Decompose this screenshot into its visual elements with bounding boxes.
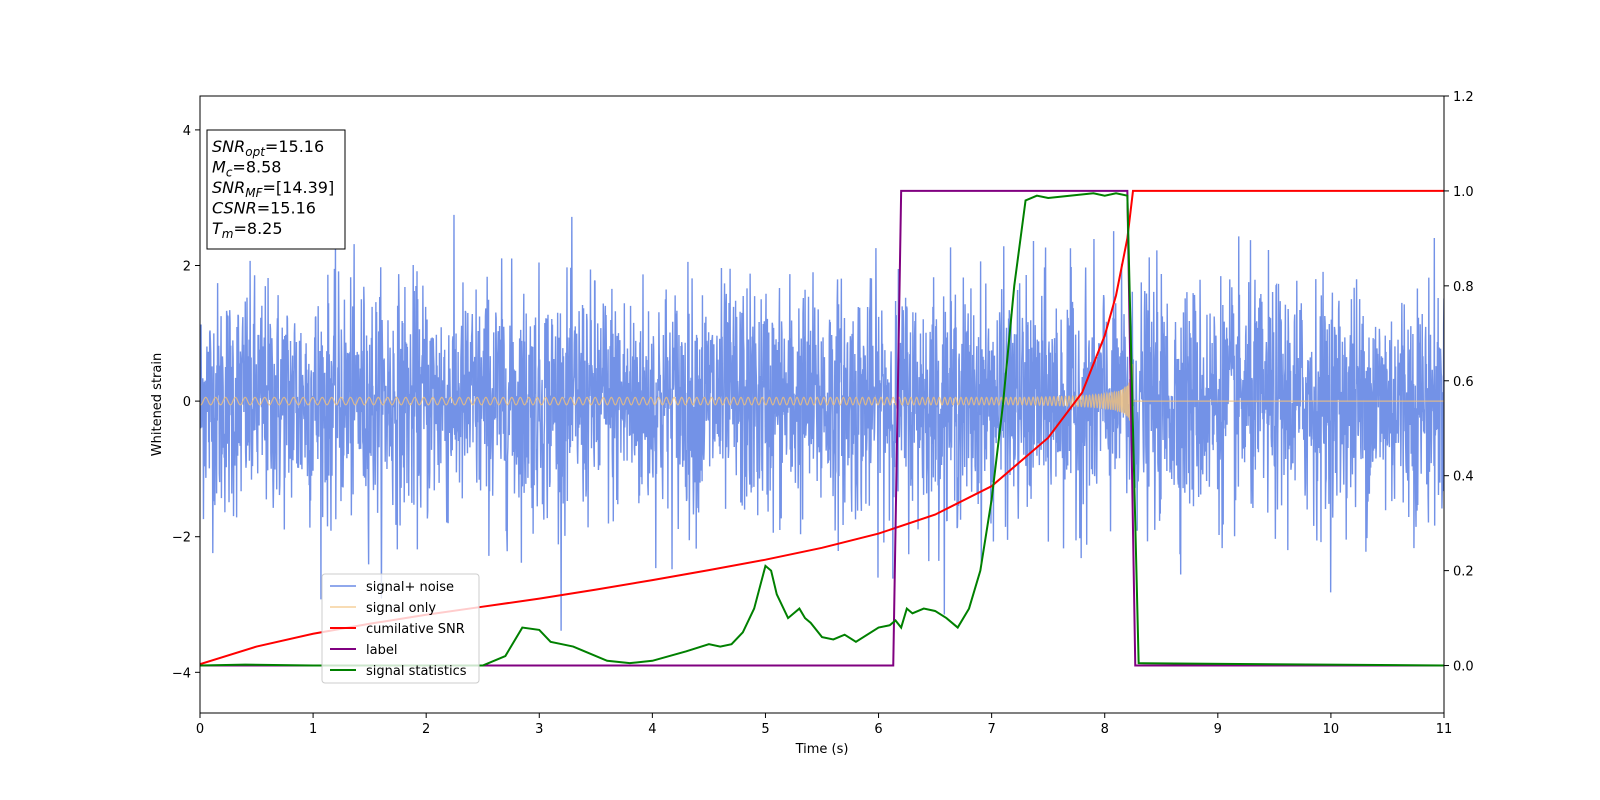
- annotation-symbol: SNR: [212, 178, 245, 197]
- series-label-line: [200, 189, 1444, 667]
- legend: signal+ noise signal only cumilative SNR la…: [321, 573, 480, 684]
- x-tick-label: 6: [874, 722, 882, 737]
- y-left-tick-label: 0: [183, 395, 191, 410]
- annotation-line: CSNR=15.16: [212, 199, 316, 218]
- annotation-line: SNRopt=15.16: [212, 137, 324, 159]
- series-signal-statistics-line: [200, 192, 1444, 667]
- annotation-frame: [206, 129, 346, 250]
- annotation-line: Mc=8.58: [212, 158, 281, 180]
- x-tick-label: 9: [1214, 722, 1222, 737]
- legend-label-signal-only: signal only: [366, 601, 436, 616]
- y-axis-title: Whitened strain: [150, 353, 165, 456]
- annotation-subscript: opt: [245, 145, 266, 159]
- annotation-value: =[14.39]: [263, 178, 335, 197]
- x-tick-label: 1: [309, 722, 317, 737]
- y-right-tick-label: 0.6: [1453, 375, 1474, 390]
- annotation-line: SNRMF=[14.39]: [212, 178, 334, 200]
- series-signal-noise-line: [200, 214, 1444, 631]
- x-tick-label: 2: [422, 722, 430, 737]
- annotation-symbol: CSNR: [212, 199, 257, 218]
- y-right-tick-label: 1.2: [1453, 90, 1474, 105]
- x-axis-title: Time (s): [795, 742, 849, 757]
- x-tick-label: 11: [1436, 722, 1453, 737]
- legend-label-cumilative-snr: cumilative SNR: [366, 622, 465, 637]
- series-signal-only-line: [200, 364, 1444, 435]
- y-right-tick-label: 0.2: [1453, 565, 1474, 580]
- y-right-tick-label: 0.0: [1453, 660, 1474, 675]
- y-left-tick-label: −4: [172, 666, 191, 681]
- x-tick-label: 3: [535, 722, 543, 737]
- annotation-value: =8.58: [232, 158, 281, 177]
- annotation-value: =15.16: [257, 199, 316, 218]
- plot-frame: [199, 95, 1445, 714]
- legend-label-signal-noise: signal+ noise: [366, 580, 454, 595]
- x-tick-label: 5: [761, 722, 769, 737]
- annotation-symbol: T: [212, 219, 223, 238]
- legend-label-signal-statistics: signal statistics: [366, 664, 467, 679]
- x-tick-label: 10: [1323, 722, 1340, 737]
- y-left-tick-label: −2: [172, 531, 191, 546]
- x-tick-label: 4: [648, 722, 656, 737]
- x-tick-label: 8: [1101, 722, 1109, 737]
- x-tick-label: 7: [987, 722, 995, 737]
- y-left-tick-label: 4: [183, 124, 191, 139]
- annotation-symbol: SNR: [212, 137, 245, 156]
- y-right-tick-label: 0.8: [1453, 280, 1474, 295]
- annotation-value: =15.16: [265, 137, 324, 156]
- annotation-subscript: m: [222, 227, 234, 241]
- annotation-line: Tm=8.25: [212, 219, 283, 241]
- annotation-subscript: MF: [245, 186, 263, 200]
- x-tick-label: 0: [196, 722, 204, 737]
- legend-frame: [321, 573, 480, 684]
- annotation-value: =8.25: [233, 219, 282, 238]
- y-right-tick-label: 1.0: [1453, 185, 1474, 200]
- annotation-symbol: M: [212, 158, 226, 177]
- annotation-box: SNRopt=15.16Mc=8.58SNRMF=[14.39]CSNR=15.…: [206, 129, 346, 250]
- annotation-subscript: c: [226, 166, 233, 180]
- y-left-tick-label: 2: [183, 260, 191, 275]
- y-right-tick-label: 0.4: [1453, 470, 1474, 485]
- legend-label-label: label: [366, 643, 397, 658]
